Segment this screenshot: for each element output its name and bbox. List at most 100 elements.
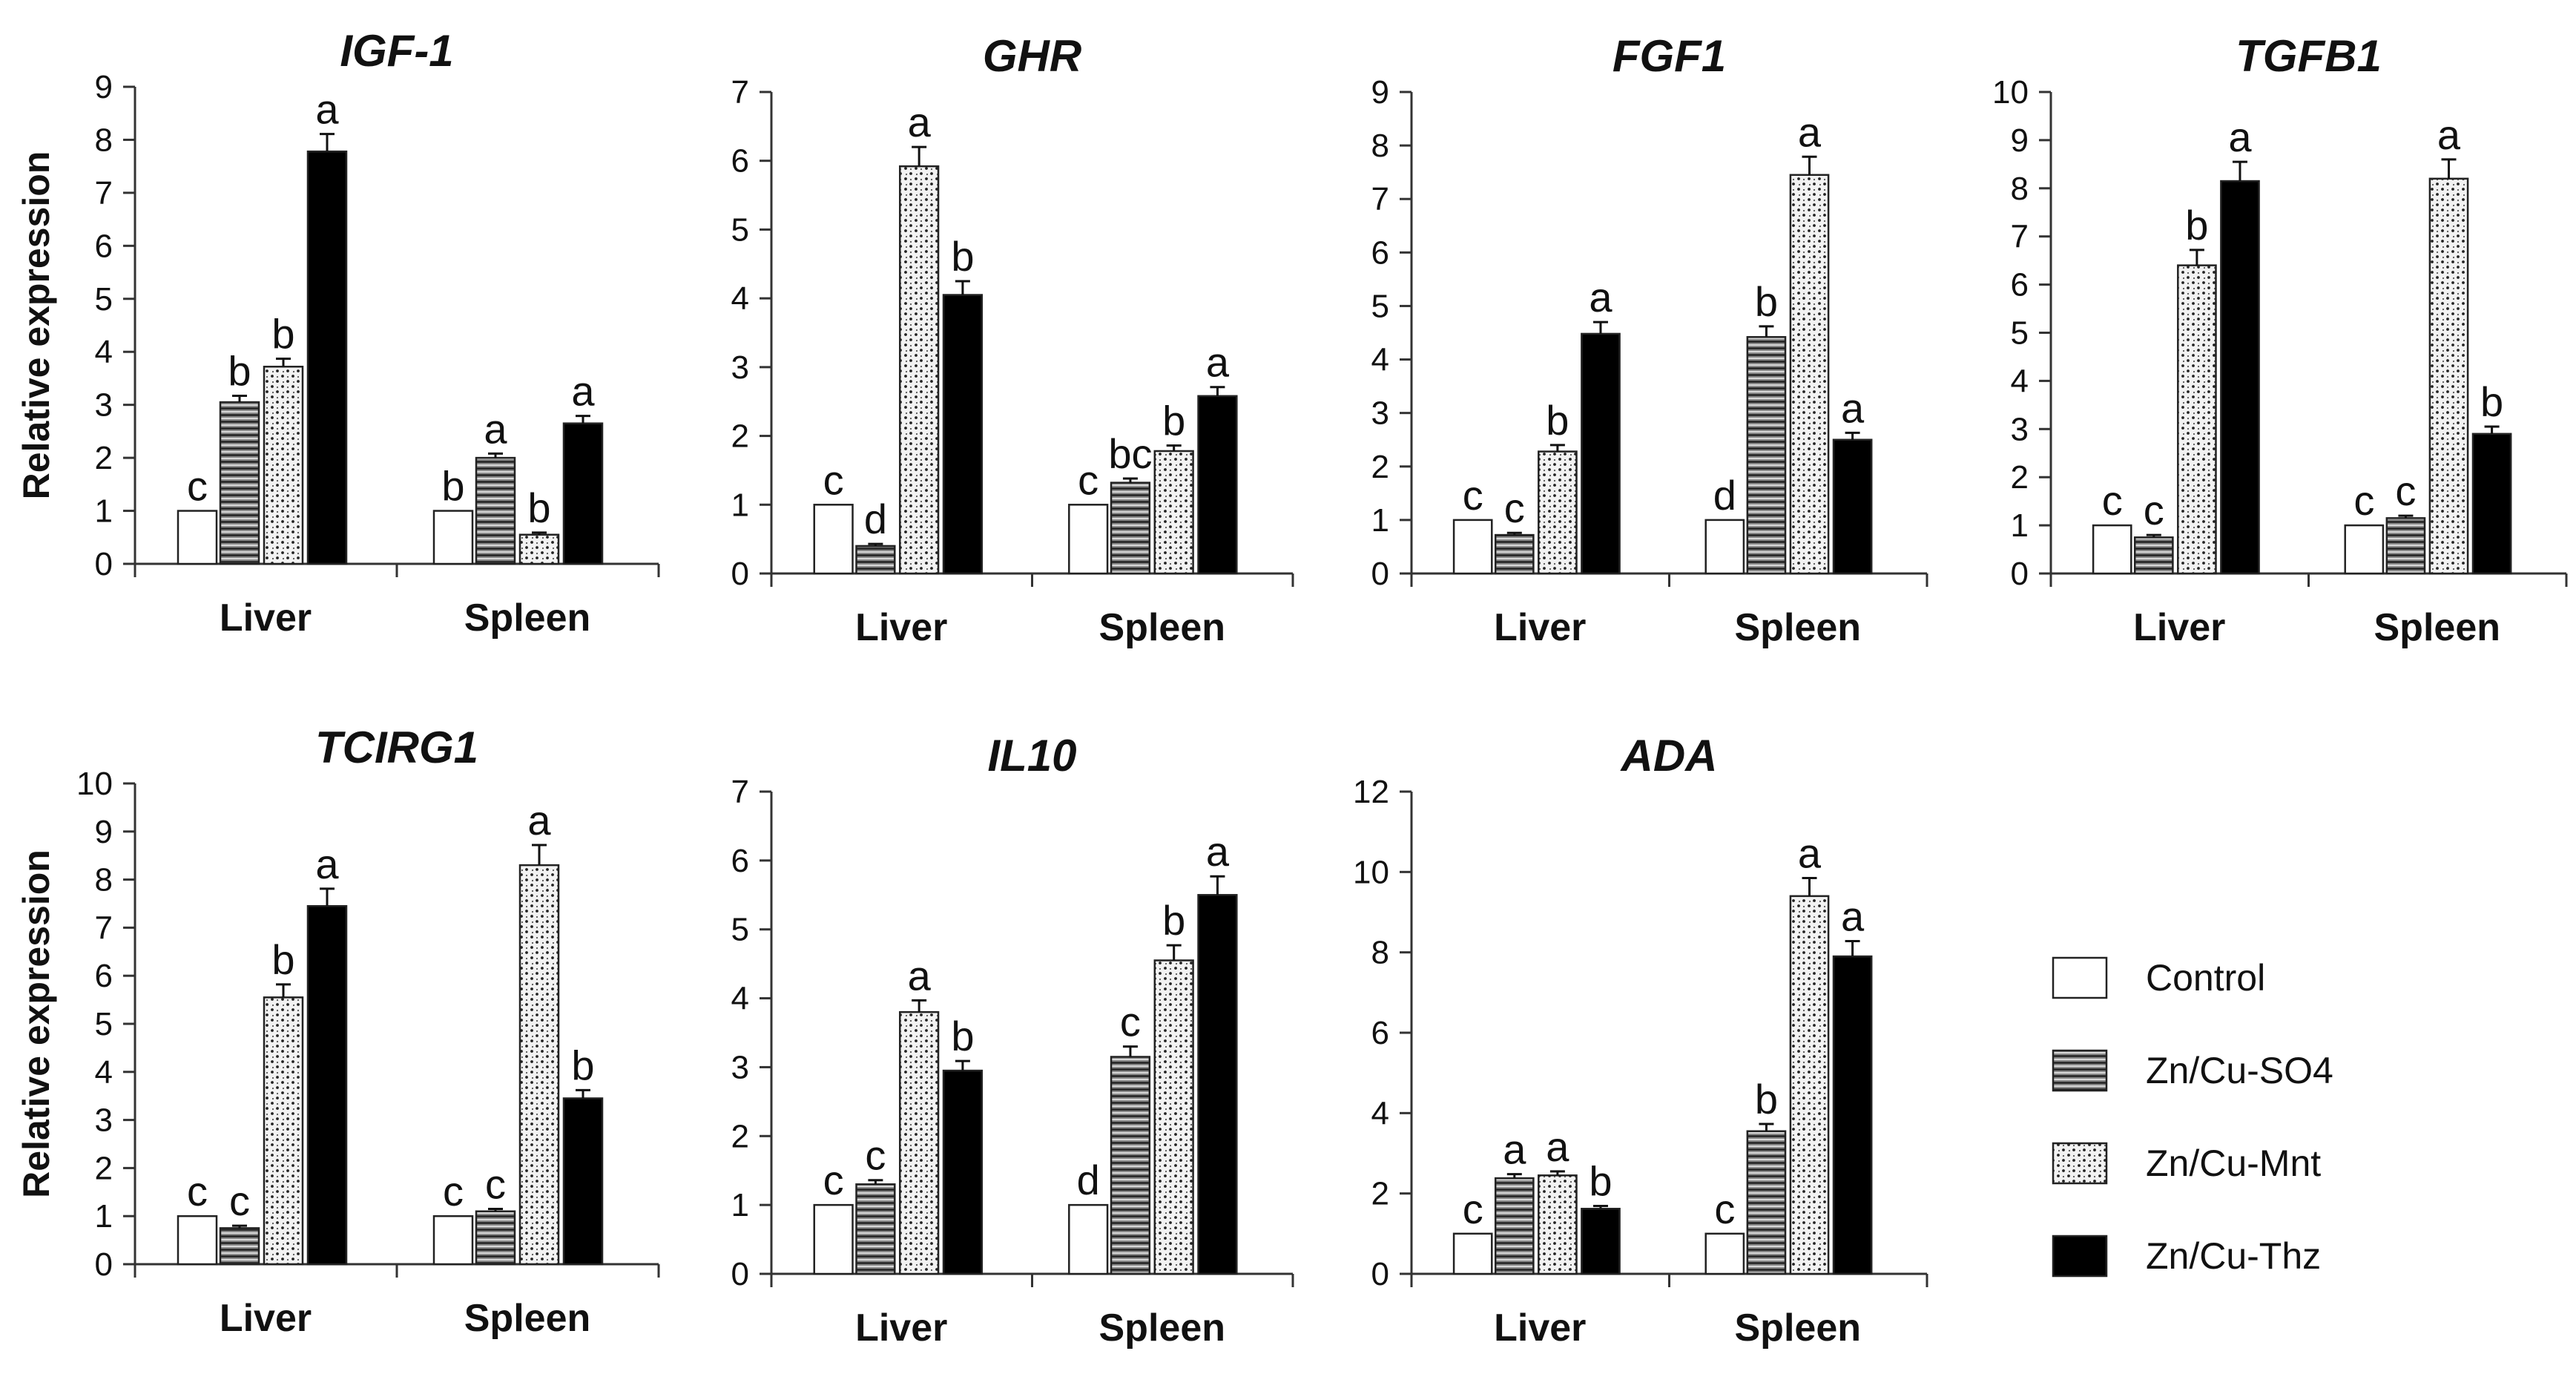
legend-swatch [2052,956,2108,999]
chart-title: TGFB1 [2236,31,2382,81]
bar-liver-zn-cu-so4 [219,401,260,565]
y-tick-label: 9 [2011,122,2029,159]
significance-letter: a [571,368,595,415]
significance-letter: b [1755,278,1778,325]
bar-liver-zn-cu-mnt [1538,450,1578,575]
legend-label: Zn/Cu-Mnt [2146,1143,2321,1184]
bar-liver-control [813,1203,854,1275]
bar-spleen-zn-cu-thz [1832,955,1873,1275]
y-tick-label: 3 [2011,411,2029,447]
bar-liver-zn-cu-so4 [855,1183,896,1275]
significance-letter: c [2102,477,2123,524]
significance-letter: a [1206,828,1230,875]
y-tick-label: 8 [1371,935,1389,971]
y-tick-label: 12 [1353,774,1389,810]
y-tick-label: 10 [1992,74,2029,111]
bar-liver-control [1452,1232,1493,1275]
y-tick-label: 7 [731,774,749,810]
y-tick-label: 2 [731,418,749,455]
y-tick-label: 4 [95,1054,113,1091]
bar-liver-zn-cu-thz [942,294,984,575]
bar-liver-zn-cu-mnt [899,165,940,575]
y-tick-label: 0 [1371,1256,1389,1292]
significance-letter: a [1798,108,1822,155]
bar-spleen-zn-cu-mnt [1789,895,1830,1275]
legend-swatch [2052,1049,2108,1092]
y-tick-label: 0 [95,546,113,582]
significance-letter: b [1546,397,1569,444]
y-tick-label: 3 [95,1102,113,1139]
significance-letter: c [1120,999,1141,1045]
y-tick-label: 3 [95,387,113,424]
y-tick-label: 2 [2011,459,2029,496]
bar-spleen-zn-cu-so4 [475,1210,516,1266]
significance-letter: b [951,233,974,280]
bar-spleen-control [432,510,474,565]
y-tick-label: 1 [2011,507,2029,544]
bar-spleen-zn-cu-thz [562,1097,604,1266]
y-tick-label: 9 [95,814,113,850]
bar-spleen-zn-cu-so4 [2385,517,2426,575]
significance-letter: b [571,1042,594,1088]
y-tick-label: 4 [95,334,113,370]
bar-spleen-control [1068,504,1109,575]
y-tick-label: 3 [731,349,749,386]
significance-letter: a [1589,274,1613,321]
significance-letter: c [2353,477,2374,524]
y-tick-label: 0 [1371,556,1389,592]
bar-liver-zn-cu-so4 [855,545,896,575]
y-tick-label: 3 [1371,395,1389,432]
bar-liver-control [177,1214,218,1266]
y-tick-label: 7 [1371,181,1389,217]
y-tick-label: 2 [95,1150,113,1186]
y-tick-label: 6 [95,228,113,264]
y-tick-label: 6 [95,958,113,994]
bar-liver-zn-cu-thz [306,904,348,1266]
significance-letter: a [1206,339,1230,386]
bar-spleen-zn-cu-thz [1197,395,1238,575]
bar-liver-zn-cu-so4 [1494,533,1535,575]
bar-liver-zn-cu-so4 [2133,536,2174,575]
y-tick-label: 10 [1353,854,1389,890]
chart-title: FGF1 [1613,31,1726,81]
significance-letter: c [1714,1186,1735,1232]
y-tick-label: 0 [731,556,749,592]
bar-spleen-control [432,1214,474,1266]
bar-spleen-zn-cu-mnt [1789,174,1830,575]
y-tick-label: 5 [2011,315,2029,352]
significance-letter: a [527,797,551,844]
legend: Control Zn/Cu-SO4 Zn/Cu-Mnt Zn/Cu-Thz [2052,956,2333,1278]
bar-spleen-zn-cu-thz [2471,433,2512,575]
significance-letter: c [823,456,844,503]
y-tick-label: 5 [95,1006,113,1042]
x-tick-label-spleen: Spleen [2374,606,2501,649]
significance-letter: b [271,311,294,358]
significance-letter: c [1504,484,1525,531]
bar-spleen-zn-cu-thz [1197,894,1238,1275]
y-tick-label: 9 [1371,74,1389,111]
legend-item-zn-cu-thz: Zn/Cu-Thz [2052,1235,2321,1278]
significance-letter: a [1841,384,1865,431]
bar-liver-control [1452,519,1493,575]
legend-item-zn-cu-so4: Zn/Cu-SO4 [2052,1049,2333,1092]
significance-letter: a [908,952,932,999]
bar-spleen-zn-cu-so4 [1110,1056,1151,1275]
y-tick-label: 4 [731,981,749,1017]
x-tick-label-liver: Liver [1494,606,1586,649]
significance-letter: a [1503,1126,1526,1173]
y-tick-label: 0 [2011,556,2029,592]
bar-liver-zn-cu-mnt [2177,264,2217,575]
y-tick-label: 7 [95,910,113,946]
bar-spleen-zn-cu-so4 [475,456,516,565]
significance-letter: c [1463,1186,1483,1232]
y-tick-label: 6 [1371,1015,1389,1051]
bar-spleen-control [1068,1203,1109,1275]
y-tick-label: 4 [1371,1095,1389,1131]
significance-letter: b [1589,1157,1612,1204]
x-tick-label-spleen: Spleen [1099,606,1226,649]
y-tick-label: 7 [2011,219,2029,255]
bar-spleen-zn-cu-mnt [518,533,560,565]
